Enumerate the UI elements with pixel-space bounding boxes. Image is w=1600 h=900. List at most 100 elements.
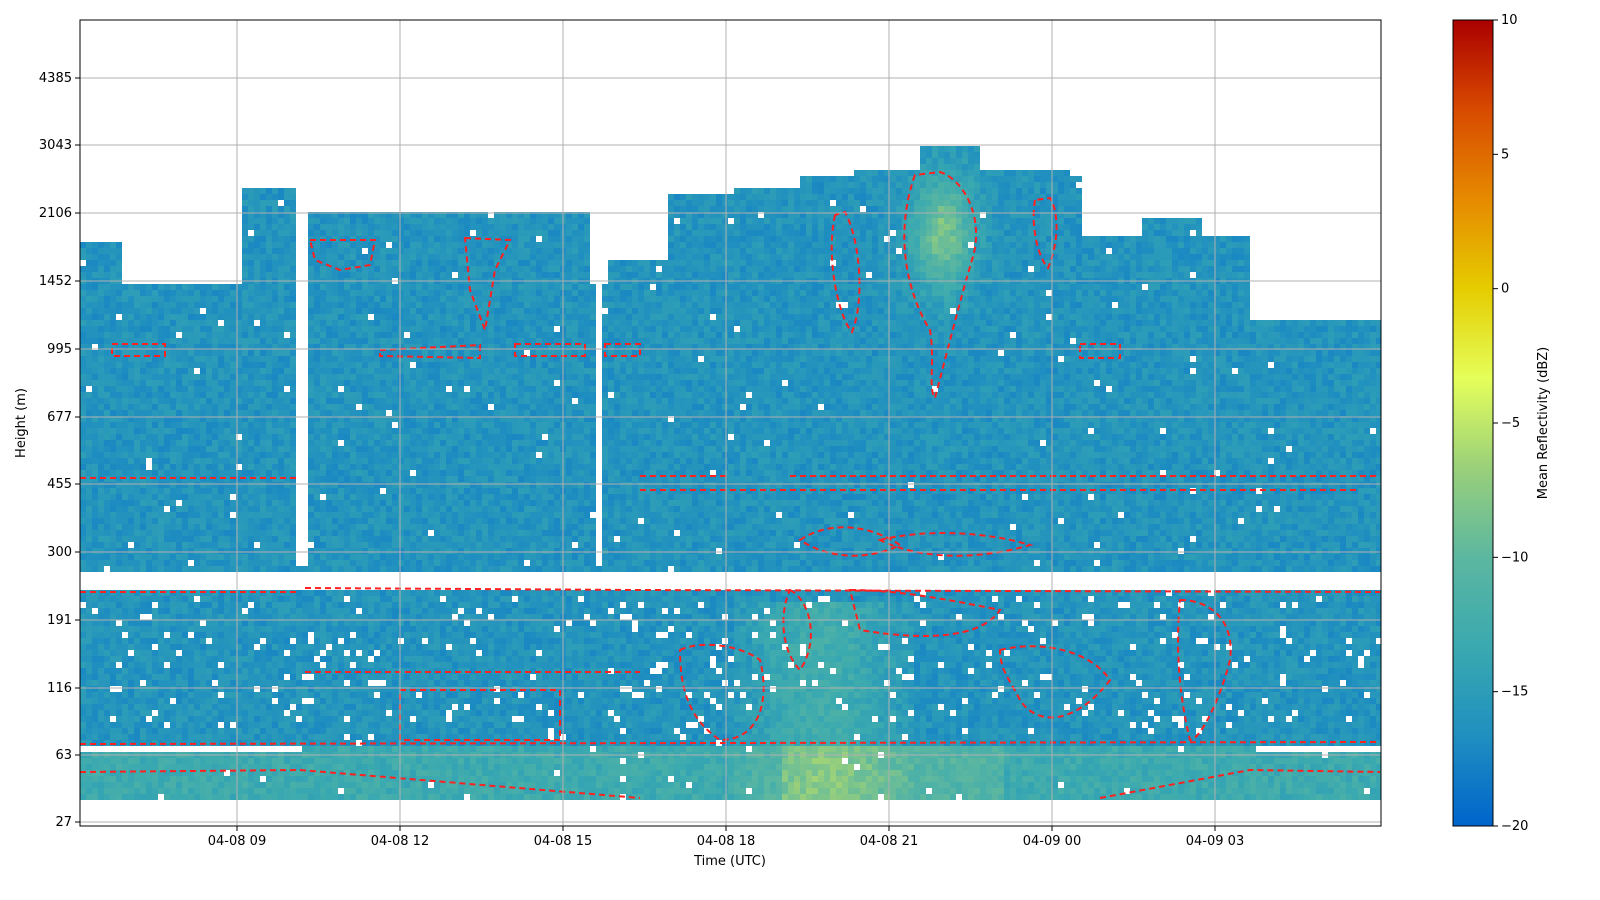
heatmap-cell (422, 506, 428, 512)
heatmap-cell (380, 344, 386, 350)
heatmap-cell (374, 770, 380, 776)
heatmap-cell (242, 368, 248, 374)
heatmap-cell (374, 620, 380, 626)
heatmap-cell (374, 476, 380, 482)
heatmap-cell (128, 614, 134, 620)
heatmap-cell (338, 626, 344, 632)
heatmap-cell (236, 518, 242, 524)
heatmap-cell (410, 494, 416, 500)
heatmap-cell (188, 764, 194, 770)
heatmap-cell (230, 770, 236, 776)
heatmap-cell (110, 362, 116, 368)
heatmap-cell (104, 374, 110, 380)
heatmap-cell (416, 440, 422, 446)
heatmap-cell (272, 680, 278, 686)
heatmap-cell (344, 326, 350, 332)
heatmap-cell (362, 392, 368, 398)
heatmap-cell (182, 302, 188, 308)
heatmap-cell (344, 314, 350, 320)
heatmap-cell (404, 488, 410, 494)
heatmap-cell (194, 398, 200, 404)
heatmap-cell (260, 422, 266, 428)
heatmap-cell (206, 668, 212, 674)
heatmap-cell (230, 440, 236, 446)
heatmap-cell (224, 512, 230, 518)
heatmap-cell (122, 386, 128, 392)
heatmap-cell (278, 356, 284, 362)
heatmap-cell (344, 608, 350, 614)
heatmap-cell (92, 728, 98, 734)
heatmap-cell (98, 632, 104, 638)
heatmap-cell (266, 380, 272, 386)
heatmap-cell (386, 392, 392, 398)
heatmap-cell (176, 368, 182, 374)
heatmap-cell (332, 416, 338, 422)
heatmap-cell (110, 566, 116, 572)
heatmap-cell (152, 536, 158, 542)
heatmap-cell (368, 434, 374, 440)
heatmap-cell (176, 494, 182, 500)
heatmap-cell (320, 410, 326, 416)
heatmap-cell (284, 470, 290, 476)
heatmap-cell (362, 548, 368, 554)
heatmap-cell (86, 704, 92, 710)
heatmap-cell (326, 758, 332, 764)
heatmap-cell (332, 782, 338, 788)
heatmap-cell (392, 230, 398, 236)
heatmap-cell (332, 638, 338, 644)
heatmap-cell (110, 758, 116, 764)
heatmap-cell (170, 518, 176, 524)
heatmap-cell (404, 788, 410, 794)
heatmap-cell (380, 536, 386, 542)
heatmap-cell (158, 410, 164, 416)
heatmap-cell (356, 218, 362, 224)
heatmap-cell (380, 248, 386, 254)
heatmap-cell (314, 692, 320, 698)
heatmap-cell (158, 650, 164, 656)
heatmap-cell (92, 770, 98, 776)
heatmap-cell (266, 680, 272, 686)
heatmap-cell (380, 764, 386, 770)
heatmap-cell (158, 284, 164, 290)
heatmap-cell (398, 410, 404, 416)
heatmap-cell (278, 506, 284, 512)
heatmap-cell (326, 788, 332, 794)
heatmap-cell (350, 224, 356, 230)
heatmap-cell (200, 284, 206, 290)
heatmap-cell (224, 344, 230, 350)
heatmap-cell (326, 542, 332, 548)
heatmap-cell (80, 296, 86, 302)
heatmap-cell (176, 296, 182, 302)
heatmap-cell (410, 350, 416, 356)
heatmap-cell (362, 746, 368, 752)
heatmap-cell (416, 386, 422, 392)
heatmap-cell (290, 338, 296, 344)
heatmap-cell (248, 698, 254, 704)
heatmap-cell (242, 218, 248, 224)
heatmap-cell (422, 212, 428, 218)
heatmap-cell (188, 716, 194, 722)
heatmap-cell (386, 632, 392, 638)
heatmap-cell (194, 680, 200, 686)
heatmap-cell (380, 224, 386, 230)
heatmap-cell (290, 734, 296, 740)
heatmap-cell (104, 686, 110, 692)
heatmap-cell (272, 518, 278, 524)
heatmap-cell (86, 476, 92, 482)
heatmap-cell (356, 350, 362, 356)
heatmap-cell (200, 602, 206, 608)
heatmap-cell (260, 338, 266, 344)
heatmap-cell (284, 524, 290, 530)
heatmap-cell (404, 350, 410, 356)
heatmap-cell (194, 476, 200, 482)
heatmap-cell (386, 560, 392, 566)
heatmap-cell (320, 296, 326, 302)
heatmap-cell (380, 308, 386, 314)
heatmap-cell (86, 488, 92, 494)
heatmap-cell (128, 368, 134, 374)
heatmap-cell (362, 260, 368, 266)
heatmap-cell (314, 248, 320, 254)
heatmap-cell (140, 422, 146, 428)
heatmap-cell (98, 722, 104, 728)
heatmap-cell (152, 320, 158, 326)
